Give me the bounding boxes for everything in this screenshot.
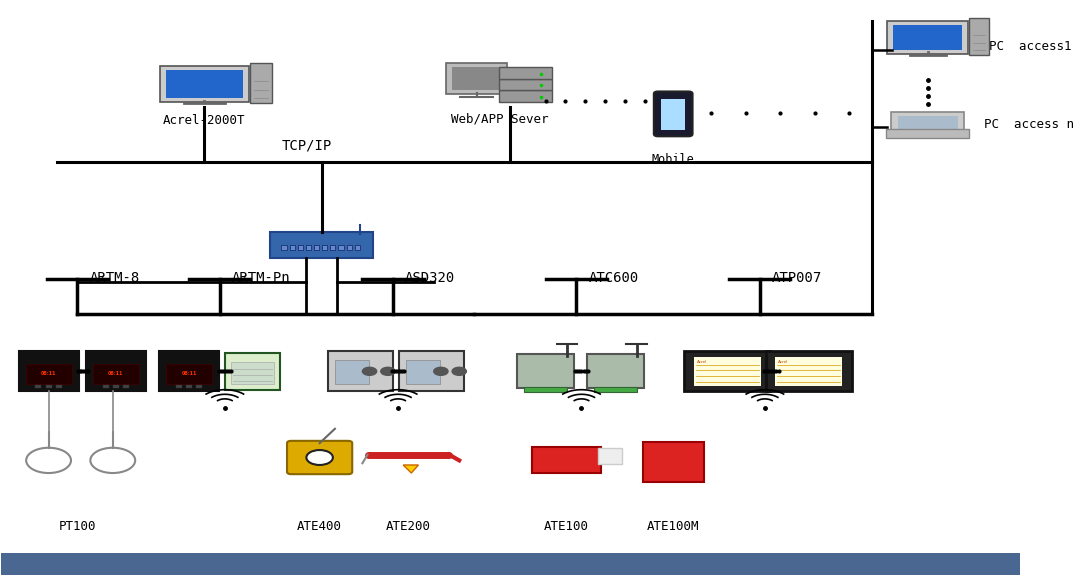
FancyBboxPatch shape	[524, 387, 568, 392]
Text: ATE400: ATE400	[297, 520, 342, 533]
FancyBboxPatch shape	[45, 385, 52, 388]
Circle shape	[452, 367, 466, 376]
FancyBboxPatch shape	[338, 245, 344, 249]
FancyBboxPatch shape	[499, 67, 552, 79]
FancyBboxPatch shape	[26, 363, 71, 384]
FancyBboxPatch shape	[452, 67, 502, 90]
FancyBboxPatch shape	[886, 130, 970, 138]
FancyBboxPatch shape	[306, 245, 311, 249]
Text: 08:11: 08:11	[41, 372, 56, 377]
FancyBboxPatch shape	[281, 245, 286, 249]
Text: PC  access n: PC access n	[984, 118, 1073, 131]
FancyBboxPatch shape	[176, 385, 182, 388]
Text: 08:11: 08:11	[108, 372, 123, 377]
Text: ARTM-Pn: ARTM-Pn	[232, 271, 291, 285]
FancyBboxPatch shape	[888, 21, 969, 54]
FancyBboxPatch shape	[518, 354, 574, 388]
Text: Acrel: Acrel	[778, 359, 788, 363]
FancyBboxPatch shape	[36, 385, 41, 388]
FancyBboxPatch shape	[660, 99, 685, 130]
Polygon shape	[403, 465, 418, 473]
FancyBboxPatch shape	[694, 357, 761, 386]
Circle shape	[381, 367, 395, 376]
Text: ATC600: ATC600	[589, 271, 639, 285]
FancyBboxPatch shape	[160, 66, 250, 103]
FancyBboxPatch shape	[355, 245, 360, 249]
FancyBboxPatch shape	[969, 18, 989, 55]
Text: Web/APP Sever: Web/APP Sever	[451, 113, 549, 126]
FancyBboxPatch shape	[290, 245, 295, 249]
FancyBboxPatch shape	[270, 232, 373, 257]
FancyBboxPatch shape	[103, 385, 109, 388]
FancyBboxPatch shape	[197, 385, 202, 388]
FancyBboxPatch shape	[335, 360, 369, 384]
FancyBboxPatch shape	[499, 79, 552, 90]
Text: PT100: PT100	[58, 520, 96, 533]
Circle shape	[433, 367, 448, 376]
FancyBboxPatch shape	[446, 63, 507, 94]
FancyBboxPatch shape	[593, 387, 637, 392]
Text: ARTM-8: ARTM-8	[90, 271, 139, 285]
FancyBboxPatch shape	[159, 351, 219, 391]
Text: PC  access1: PC access1	[989, 40, 1071, 53]
FancyBboxPatch shape	[225, 353, 280, 390]
FancyBboxPatch shape	[288, 441, 352, 474]
FancyBboxPatch shape	[399, 351, 465, 391]
FancyBboxPatch shape	[123, 385, 129, 388]
FancyBboxPatch shape	[897, 116, 958, 130]
Text: Acrel-2000T: Acrel-2000T	[163, 114, 245, 127]
Text: ATE100M: ATE100M	[646, 520, 699, 533]
FancyBboxPatch shape	[684, 351, 770, 391]
FancyBboxPatch shape	[56, 385, 62, 388]
FancyBboxPatch shape	[165, 70, 243, 98]
Text: Acrel: Acrel	[696, 359, 707, 363]
Text: TCP/IP: TCP/IP	[281, 139, 332, 153]
FancyBboxPatch shape	[598, 448, 623, 464]
Text: ATE200: ATE200	[386, 520, 430, 533]
FancyBboxPatch shape	[85, 351, 146, 391]
Text: ATE100: ATE100	[544, 520, 589, 533]
FancyBboxPatch shape	[642, 442, 704, 482]
Text: 08:11: 08:11	[182, 372, 197, 377]
FancyBboxPatch shape	[112, 385, 119, 388]
Text: ATP007: ATP007	[772, 271, 823, 285]
FancyBboxPatch shape	[499, 90, 552, 102]
Text: ASD320: ASD320	[405, 271, 455, 285]
FancyBboxPatch shape	[166, 363, 212, 384]
FancyBboxPatch shape	[331, 245, 335, 249]
FancyBboxPatch shape	[250, 63, 272, 103]
FancyBboxPatch shape	[766, 351, 852, 391]
FancyBboxPatch shape	[93, 363, 138, 384]
FancyBboxPatch shape	[328, 351, 393, 391]
FancyBboxPatch shape	[231, 362, 273, 384]
FancyBboxPatch shape	[297, 245, 303, 249]
FancyBboxPatch shape	[313, 245, 319, 249]
FancyBboxPatch shape	[894, 25, 962, 50]
FancyBboxPatch shape	[587, 354, 643, 388]
FancyBboxPatch shape	[406, 360, 440, 384]
FancyBboxPatch shape	[186, 385, 192, 388]
FancyBboxPatch shape	[347, 245, 351, 249]
Circle shape	[362, 367, 376, 376]
Text: Mobile: Mobile	[652, 153, 695, 166]
FancyBboxPatch shape	[322, 245, 328, 249]
FancyBboxPatch shape	[892, 112, 964, 132]
FancyBboxPatch shape	[532, 446, 601, 473]
FancyBboxPatch shape	[18, 351, 79, 391]
Circle shape	[306, 450, 333, 465]
FancyBboxPatch shape	[654, 92, 693, 137]
FancyBboxPatch shape	[775, 357, 842, 386]
